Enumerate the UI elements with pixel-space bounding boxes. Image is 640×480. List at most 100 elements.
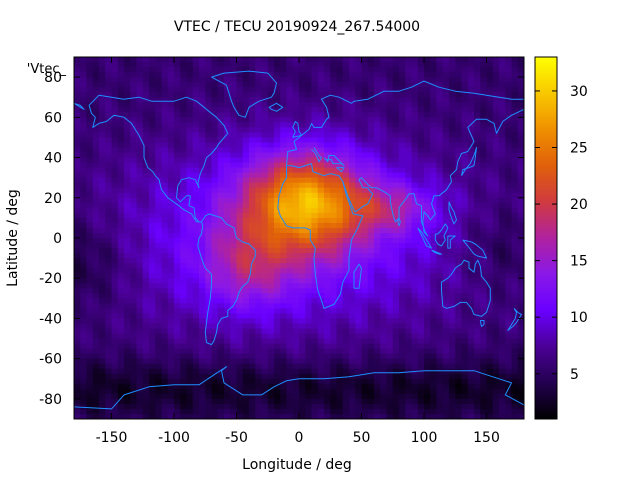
heatmap-cell [205, 192, 213, 199]
heatmap-cell [492, 217, 500, 224]
heatmap-cell [517, 212, 524, 219]
heatmap-cell [105, 263, 113, 269]
heatmap-cell [349, 167, 356, 174]
heatmap-cell [292, 82, 300, 88]
heatmap-cell [286, 157, 294, 164]
heatmap-cell [174, 403, 181, 410]
heatmap-cell [336, 162, 344, 169]
heatmap-cell [180, 248, 188, 254]
heatmap-cell [211, 353, 219, 360]
heatmap-cell [161, 248, 169, 254]
heatmap-cell [517, 323, 524, 330]
heatmap-cell [430, 288, 438, 294]
heatmap-cell [380, 348, 388, 355]
heatmap-cell [286, 152, 294, 159]
heatmap-cell [86, 293, 94, 299]
heatmap-cell [336, 202, 344, 209]
heatmap-cell [292, 187, 300, 194]
heatmap-cell [186, 117, 194, 123]
heatmap-cell [217, 187, 225, 194]
heatmap-cell [211, 172, 219, 179]
heatmap-cell [286, 293, 294, 299]
heatmap-cell [130, 72, 138, 78]
heatmap-cell [367, 187, 375, 194]
heatmap-cell [392, 273, 400, 279]
heatmap-cell [261, 288, 269, 294]
heatmap-cell [155, 358, 163, 365]
heatmap-cell [517, 393, 524, 400]
heatmap-cell [292, 323, 300, 330]
heatmap-cell [80, 77, 88, 83]
heatmap-cell [342, 77, 350, 83]
heatmap-cell [92, 87, 100, 93]
heatmap-cell [249, 278, 256, 284]
heatmap-cell [80, 258, 88, 264]
heatmap-cell [267, 363, 275, 370]
heatmap-cell [199, 303, 206, 309]
heatmap-cell [236, 398, 244, 405]
heatmap-cell [380, 368, 388, 375]
heatmap-cell [136, 363, 144, 370]
heatmap-cell [386, 393, 394, 400]
heatmap-cell [111, 232, 119, 239]
heatmap-cell [99, 97, 106, 103]
heatmap-cell [211, 293, 219, 299]
heatmap-cell [80, 152, 88, 159]
heatmap-cell [105, 378, 113, 385]
heatmap-cell [211, 122, 219, 128]
heatmap-cell [261, 303, 269, 309]
heatmap-cell [230, 383, 238, 390]
heatmap-cell [417, 388, 425, 395]
heatmap-cell [174, 278, 181, 284]
heatmap-cell [149, 283, 156, 289]
heatmap-cell [436, 162, 444, 169]
heatmap-cell [349, 107, 356, 113]
heatmap-cell [161, 258, 169, 264]
heatmap-cell [186, 72, 194, 78]
heatmap-cell [386, 323, 394, 330]
heatmap-cell [242, 117, 250, 123]
heatmap-cell [311, 258, 319, 264]
heatmap-cell [449, 353, 456, 360]
heatmap-cell [149, 137, 156, 144]
heatmap-cell [174, 57, 181, 63]
heatmap-cell [111, 157, 119, 164]
heatmap-cell [305, 383, 313, 390]
heatmap-cell [249, 323, 256, 330]
heatmap-cell [161, 117, 169, 123]
heatmap-cell [236, 127, 244, 134]
heatmap-cell [349, 82, 356, 88]
heatmap-cell [161, 72, 169, 78]
heatmap-cell [180, 147, 188, 154]
heatmap-cell [467, 77, 475, 83]
heatmap-cell [436, 82, 444, 88]
heatmap-cell [255, 207, 263, 214]
heatmap-cell [480, 107, 488, 113]
heatmap-cell [105, 177, 113, 184]
heatmap-cell [511, 67, 519, 73]
heatmap-cell [105, 92, 113, 98]
heatmap-cell [286, 368, 294, 375]
heatmap-cell [342, 122, 350, 128]
heatmap-cell [167, 152, 175, 159]
heatmap-cell [117, 363, 125, 370]
heatmap-cell [424, 258, 431, 264]
heatmap-cell [374, 62, 381, 68]
heatmap-cell [86, 147, 94, 154]
heatmap-cell [492, 182, 500, 189]
heatmap-cell [80, 348, 88, 355]
heatmap-cell [199, 343, 206, 350]
heatmap-cell [130, 333, 138, 340]
heatmap-cell [380, 238, 388, 244]
heatmap-cell [386, 162, 394, 169]
heatmap-cell [299, 217, 306, 224]
heatmap-cell [511, 268, 519, 274]
heatmap-cell [130, 278, 138, 284]
heatmap-cell [255, 383, 263, 390]
heatmap-cell [342, 298, 350, 304]
heatmap-cell [411, 57, 419, 63]
heatmap-cell [430, 308, 438, 315]
heatmap-cell [324, 147, 331, 154]
heatmap-cell [261, 92, 269, 98]
heatmap-cell [205, 333, 213, 340]
